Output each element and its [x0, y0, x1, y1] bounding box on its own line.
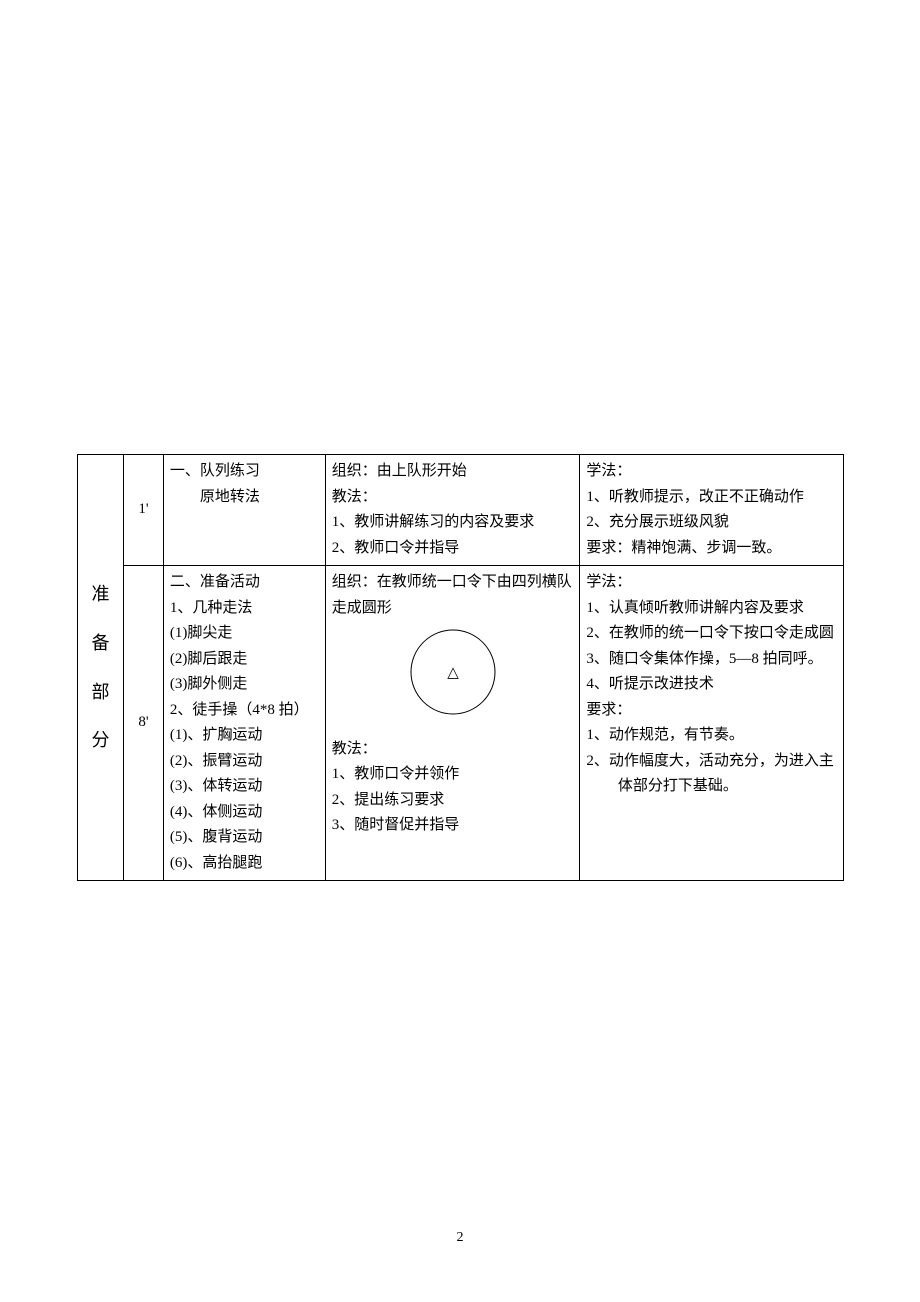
study-heading: 学法：	[586, 570, 837, 596]
section-char: 分	[84, 725, 117, 756]
study-cell: 学法： 1、认真倾听教师讲解内容及要求 2、在教师的统一口令下按口令走成圆 3、…	[580, 566, 844, 881]
section-char: 准	[84, 579, 117, 610]
method-item: 1、教师讲解练习的内容及要求	[332, 510, 574, 536]
time-cell: 8'	[123, 566, 163, 881]
method-item: 1、教师口令并领作	[332, 762, 574, 788]
study-req-item: 2、动作幅度大，活动充分，为进入主体部分打下基础。	[586, 749, 837, 800]
study-item: 2、在教师的统一口令下按口令走成圆	[586, 621, 837, 647]
content-line: (4)、体侧运动	[170, 800, 319, 826]
content-line: 原地转法	[170, 485, 319, 511]
content-line: (6)、高抬腿跑	[170, 851, 319, 877]
content-line: 2、徒手操（4*8 拍）	[170, 698, 319, 724]
method-heading: 教法：	[332, 485, 574, 511]
circle-icon: △	[410, 629, 496, 715]
main-table: 准 备 部 分 1' 一、队列练习 原地转法 组织：由上队形开始 教法： 1、教…	[77, 454, 844, 881]
time-value: 8'	[138, 714, 148, 730]
study-req-heading: 要求：	[586, 698, 837, 724]
formation-diagram: △	[332, 621, 574, 737]
method-item: 2、提出练习要求	[332, 788, 574, 814]
lesson-plan-table: 准 备 部 分 1' 一、队列练习 原地转法 组织：由上队形开始 教法： 1、教…	[77, 454, 844, 881]
study-cell: 学法： 1、听教师提示，改正不正确动作 2、充分展示班级风貌 要求：精神饱满、步…	[580, 455, 844, 566]
section-char: 部	[84, 677, 117, 708]
study-item: 2、充分展示班级风貌	[586, 510, 837, 536]
section-char: 备	[84, 628, 117, 659]
content-line: 二、准备活动	[170, 570, 319, 596]
content-cell: 二、准备活动 1、几种走法 (1)脚尖走 (2)脚后跟走 (3)脚外侧走 2、徒…	[163, 566, 325, 881]
content-line: (2)脚后跟走	[170, 647, 319, 673]
content-line: (1)、扩胸运动	[170, 723, 319, 749]
table-row: 8' 二、准备活动 1、几种走法 (1)脚尖走 (2)脚后跟走 (3)脚外侧走 …	[78, 566, 844, 881]
content-line: (5)、腹背运动	[170, 825, 319, 851]
study-item: 3、随口令集体作操，5—8 拍同呼。	[586, 647, 837, 673]
table-row: 准 备 部 分 1' 一、队列练习 原地转法 组织：由上队形开始 教法： 1、教…	[78, 455, 844, 566]
method-org: 组织：在教师统一口令下由四列横队走成圆形	[332, 570, 574, 621]
study-item: 1、听教师提示，改正不正确动作	[586, 485, 837, 511]
time-value: 1'	[138, 501, 148, 517]
triangle-symbol: △	[447, 665, 459, 681]
study-item: 1、认真倾听教师讲解内容及要求	[586, 596, 837, 622]
content-line: (3)脚外侧走	[170, 672, 319, 698]
content-line: (2)、振臂运动	[170, 749, 319, 775]
study-item: 4、听提示改进技术	[586, 672, 837, 698]
section-label-cell: 准 备 部 分	[78, 455, 124, 881]
study-req-item: 1、动作规范，有节奏。	[586, 723, 837, 749]
content-cell: 一、队列练习 原地转法	[163, 455, 325, 566]
page-number: 2	[0, 1230, 920, 1246]
content-line: 1、几种走法	[170, 596, 319, 622]
content-line: (3)、体转运动	[170, 774, 319, 800]
study-heading: 学法：	[586, 459, 837, 485]
time-cell: 1'	[123, 455, 163, 566]
method-item: 3、随时督促并指导	[332, 813, 574, 839]
content-line: (1)脚尖走	[170, 621, 319, 647]
content-line: 一、队列练习	[170, 459, 319, 485]
method-cell: 组织：由上队形开始 教法： 1、教师讲解练习的内容及要求 2、教师口令并指导	[325, 455, 580, 566]
method-cell: 组织：在教师统一口令下由四列横队走成圆形 △ 教法： 1、教师口令并领作 2、提…	[325, 566, 580, 881]
method-heading: 教法：	[332, 737, 574, 763]
method-org: 组织：由上队形开始	[332, 459, 574, 485]
method-item: 2、教师口令并指导	[332, 536, 574, 562]
study-req: 要求：精神饱满、步调一致。	[586, 536, 837, 562]
